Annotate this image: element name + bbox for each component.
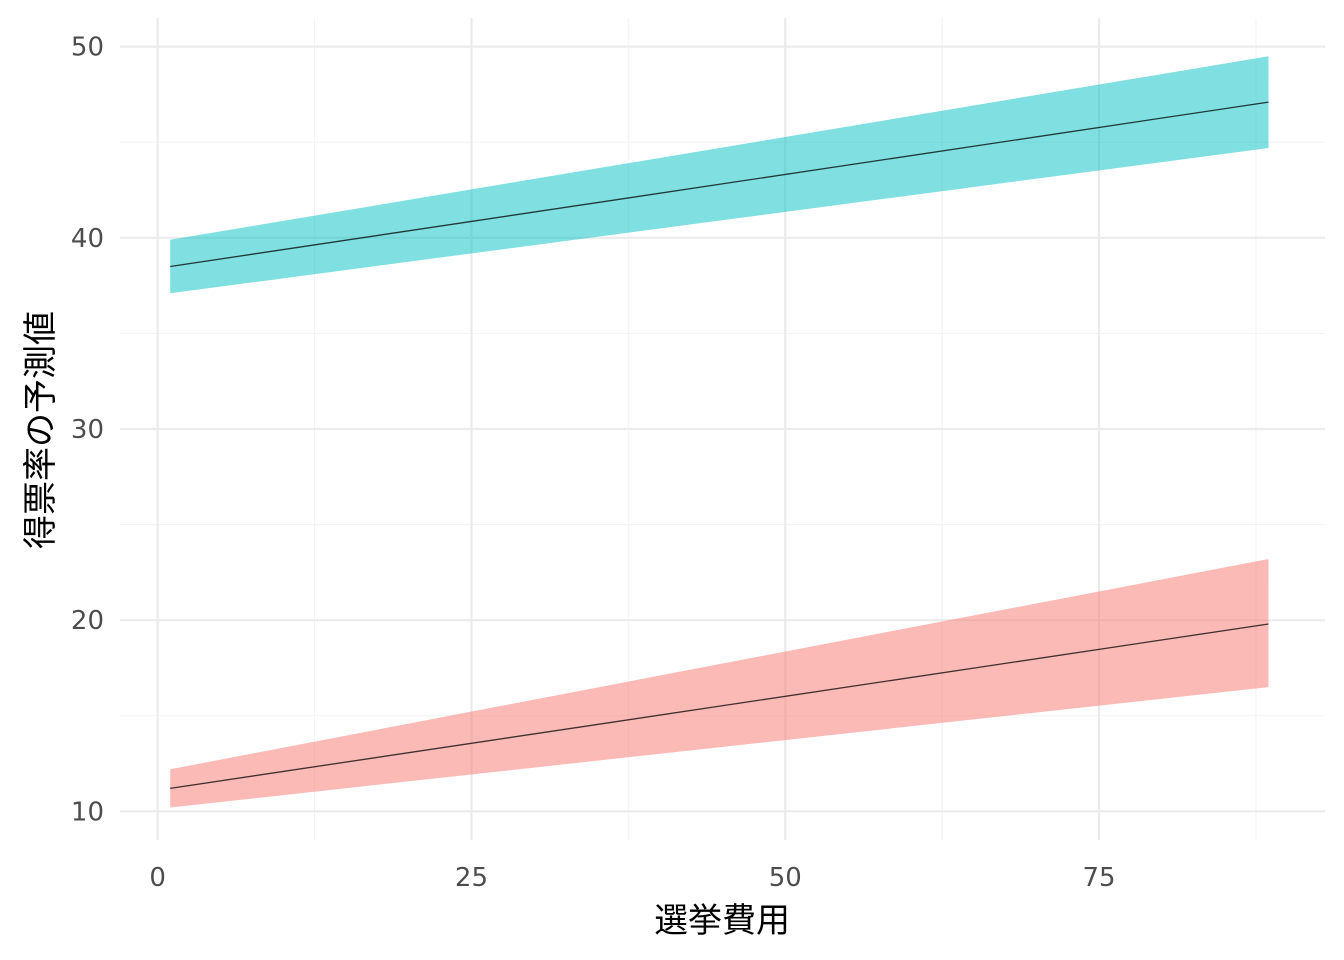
fitted-line-2 — [170, 101, 1269, 268]
x-tick-label: 25 — [455, 863, 488, 893]
x-tick-label: 50 — [769, 863, 802, 893]
x-axis-ticks: 0 25 50 75 — [149, 863, 1115, 893]
y-tick-label: 40 — [71, 224, 104, 254]
y-tick-label: 50 — [71, 33, 104, 63]
y-axis-title: 得票率の予測値 — [21, 311, 61, 549]
x-tick-label: 75 — [1083, 863, 1116, 893]
fitted-line-1 — [170, 623, 1269, 790]
y-tick-label: 10 — [71, 797, 104, 827]
y-tick-label: 20 — [71, 606, 104, 636]
confidence-ribbon-1 — [170, 558, 1269, 808]
x-axis-title: 選挙費用 — [654, 901, 790, 941]
x-tick-label: 0 — [149, 863, 166, 893]
confidence-ribbon-2 — [170, 56, 1269, 294]
y-axis-ticks: 10 20 30 40 50 — [71, 33, 104, 828]
series-layer — [170, 56, 1269, 808]
y-tick-label: 30 — [71, 415, 104, 445]
